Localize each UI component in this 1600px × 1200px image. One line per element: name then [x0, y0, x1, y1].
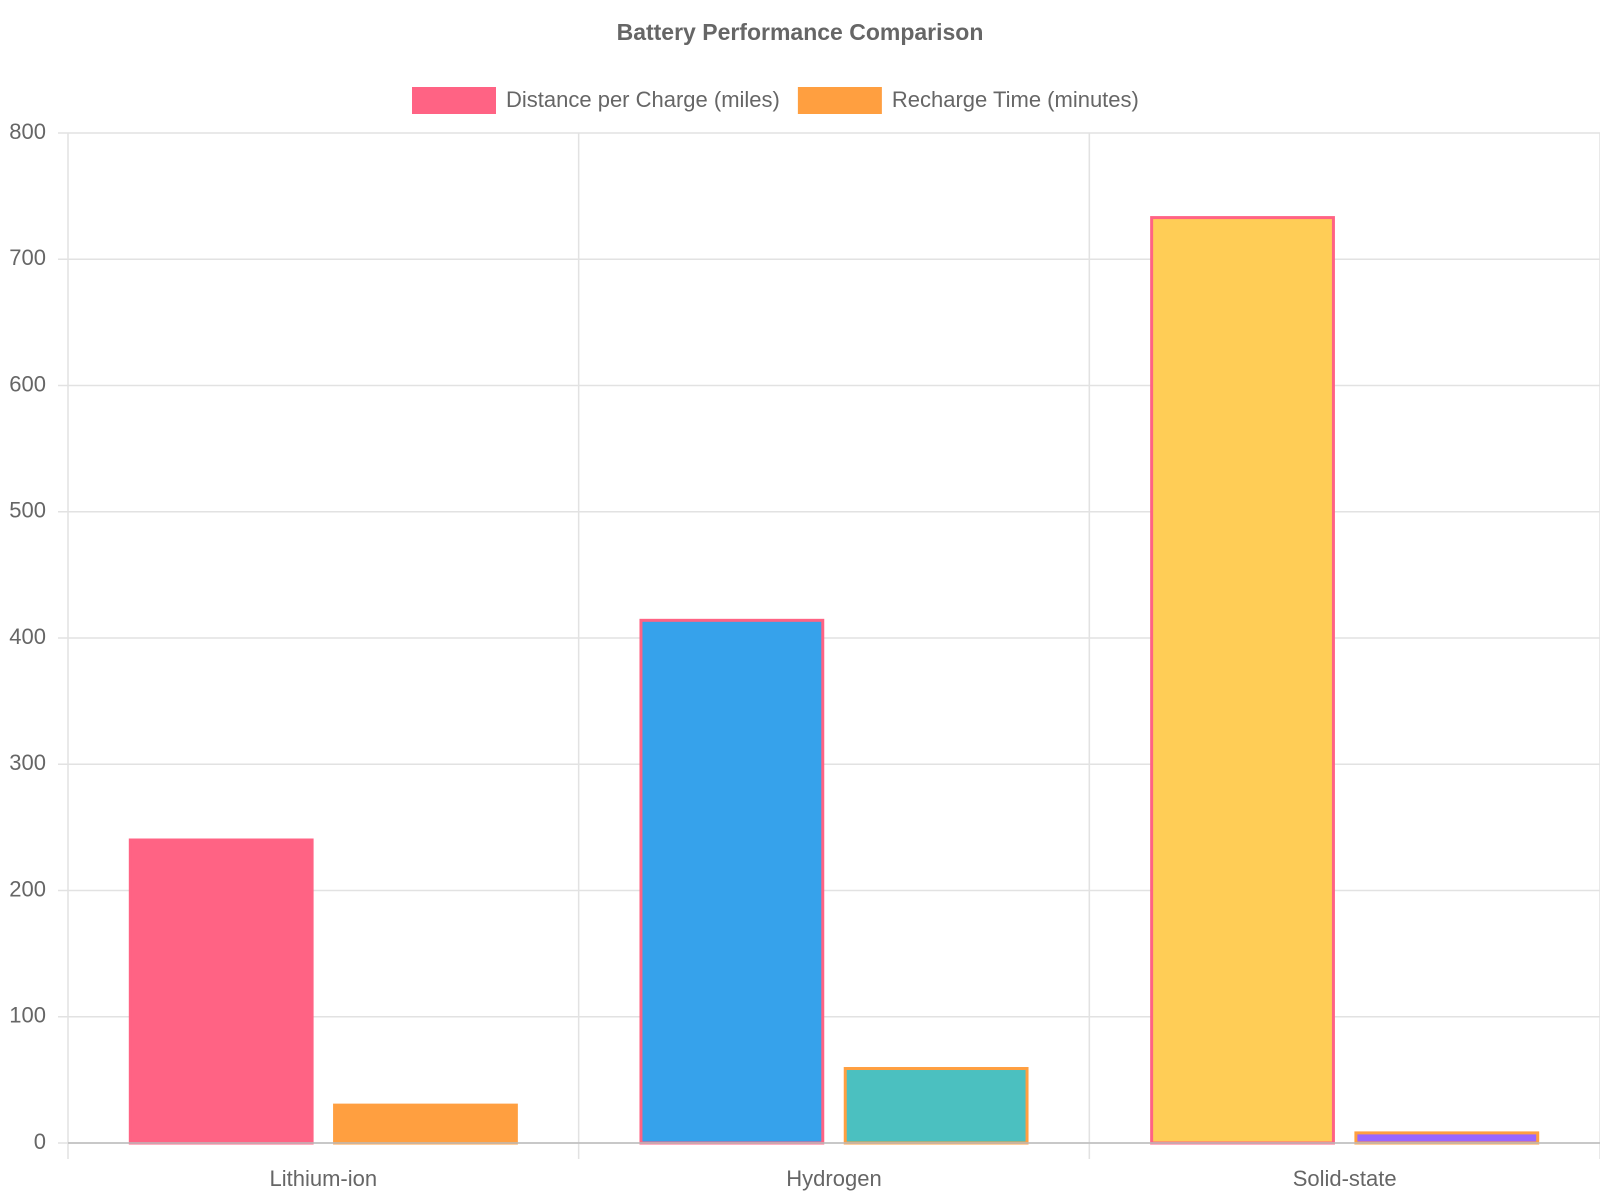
y-tick-label: 500: [9, 498, 46, 523]
bar: [639, 618, 825, 1145]
y-tick-label: 600: [9, 371, 46, 396]
y-tick-label: 800: [9, 119, 46, 144]
x-tick-label: Solid-state: [1293, 1166, 1397, 1191]
legend-swatch: [412, 87, 496, 114]
bar: [1150, 216, 1335, 1145]
bar: [843, 1067, 1029, 1145]
legend-swatch: [797, 87, 882, 114]
y-tick-label: 200: [9, 876, 46, 901]
chart-title: Battery Performance Comparison: [617, 19, 984, 45]
x-tick-label: Lithium-ion: [270, 1166, 378, 1191]
legend-label: Recharge Time (minutes): [892, 87, 1139, 112]
legend-label: Distance per Charge (miles): [506, 87, 780, 112]
bar: [1354, 1131, 1540, 1145]
bar: [128, 838, 314, 1145]
y-tick-label: 400: [9, 624, 46, 649]
x-tick-label: Hydrogen: [786, 1166, 881, 1191]
bar: [333, 1103, 518, 1145]
y-tick-label: 0: [34, 1129, 46, 1154]
y-tick-label: 700: [9, 245, 46, 270]
y-tick-label: 100: [9, 1003, 46, 1028]
y-tick-label: 300: [9, 750, 46, 775]
